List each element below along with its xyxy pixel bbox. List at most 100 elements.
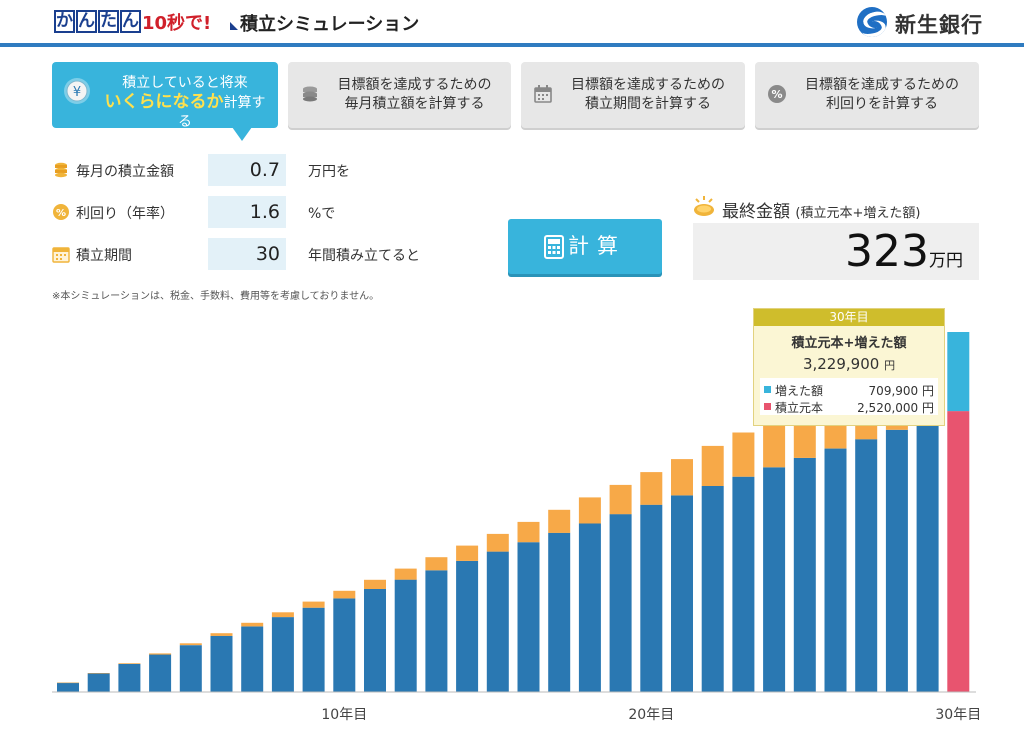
chart-bars: [57, 332, 970, 693]
bar-gain-year-22[interactable]: [701, 445, 724, 486]
bar-principal-year-24[interactable]: [763, 467, 786, 692]
tab-yield-line1: 目標額を達成するための: [805, 77, 959, 93]
page-title: 積立シミュレーション: [240, 14, 420, 35]
tooltip-breakdown: 増えた額 709,900 円 積立元本 2,520,000 円: [760, 378, 938, 415]
bar-principal-year-11[interactable]: [364, 589, 386, 692]
bar-principal-year-9[interactable]: [302, 607, 325, 692]
bar-principal-year-12[interactable]: [394, 579, 417, 692]
tab-period[interactable]: 目標額を達成するための 積立期間を計算する: [521, 62, 745, 128]
percent-icon: %: [768, 85, 786, 103]
bar-gain-year-12[interactable]: [394, 568, 417, 580]
bar-principal-year-14[interactable]: [456, 560, 479, 692]
bar-gain-year-1[interactable]: [57, 682, 79, 684]
svg-text:%: %: [56, 208, 66, 219]
bar-gain-year-4[interactable]: [149, 653, 172, 655]
tooltip-gain-label: 増えた額: [775, 384, 824, 398]
principal-swatch: [764, 403, 771, 410]
tab-future-value-line1: 積立していると将来: [122, 75, 248, 91]
bar-principal-year-16[interactable]: [517, 542, 540, 692]
bar-principal-year-30[interactable]: [947, 411, 970, 692]
bar-gain-year-19[interactable]: [609, 484, 632, 515]
result-unit: 万円: [929, 251, 963, 271]
bar-gain-year-10[interactable]: [333, 590, 356, 599]
monthly-amount-unit: 万円を: [308, 164, 350, 180]
bar-gain-year-16[interactable]: [517, 521, 540, 543]
calculate-button[interactable]: 計算: [508, 219, 662, 274]
bar-gain-year-8[interactable]: [271, 612, 294, 618]
active-tab-pointer: [232, 127, 252, 141]
bar-gain-year-24[interactable]: [763, 418, 786, 468]
calculator-icon: [544, 235, 564, 259]
bank-logo-icon[interactable]: [857, 7, 887, 37]
bar-principal-year-1[interactable]: [57, 682, 79, 692]
tab-yield[interactable]: % 目標額を達成するための 利回りを計算する: [755, 62, 979, 128]
x-tick-label: 10年目: [321, 707, 367, 723]
bar-principal-year-2[interactable]: [87, 673, 110, 692]
x-tick-label: 20年目: [628, 707, 674, 723]
bar-gain-year-15[interactable]: [486, 533, 509, 552]
bar-principal-year-7[interactable]: [241, 626, 264, 693]
bar-gain-year-30[interactable]: [947, 332, 970, 412]
bar-gain-year-6[interactable]: [210, 633, 233, 636]
period-input[interactable]: 30: [208, 238, 286, 270]
tab-future-value-highlight: いくらになるか: [104, 92, 224, 112]
bar-principal-year-27[interactable]: [855, 439, 878, 692]
svg-text:%: %: [771, 88, 782, 101]
bar-gain-year-3[interactable]: [118, 663, 141, 664]
bar-gain-year-9[interactable]: [302, 601, 325, 608]
bar-gain-year-20[interactable]: [640, 472, 663, 505]
rate-unit: %で: [308, 206, 336, 222]
bar-principal-year-5[interactable]: [179, 645, 202, 692]
bar-principal-year-26[interactable]: [824, 448, 847, 692]
tab-future-value[interactable]: ¥ 積立していると将来 いくらになるか計算する: [52, 62, 278, 130]
tab-yield-line2: 利回りを計算する: [826, 96, 938, 112]
result-box: 323万円: [693, 223, 979, 280]
x-tick-label: 30年目: [935, 707, 981, 723]
title-kana-4: ん: [120, 10, 141, 33]
bar-principal-year-19[interactable]: [609, 514, 632, 692]
bar-principal-year-6[interactable]: [210, 635, 233, 692]
bank-name[interactable]: 新生銀行: [895, 13, 983, 37]
tab-period-line1: 目標額を達成するための: [571, 77, 725, 93]
bar-gain-year-14[interactable]: [456, 545, 479, 561]
bar-gain-year-21[interactable]: [671, 459, 693, 496]
rate-input[interactable]: 1.6: [208, 196, 286, 228]
bar-principal-year-22[interactable]: [701, 486, 724, 692]
svg-text:¥: ¥: [73, 85, 81, 100]
bar-principal-year-13[interactable]: [425, 570, 448, 692]
result-label-main: 最終金額: [722, 202, 790, 222]
bar-gain-year-18[interactable]: [578, 497, 601, 524]
bar-gain-year-17[interactable]: [548, 509, 571, 533]
bar-principal-year-8[interactable]: [271, 617, 294, 692]
calendar-icon: [52, 247, 70, 263]
bar-principal-year-15[interactable]: [486, 551, 509, 692]
bar-gain-year-7[interactable]: [241, 622, 264, 627]
bar-gain-year-11[interactable]: [364, 579, 386, 589]
bar-principal-year-21[interactable]: [671, 495, 693, 692]
bar-principal-year-4[interactable]: [149, 654, 172, 693]
bar-gain-year-23[interactable]: [732, 432, 755, 477]
bar-principal-year-29[interactable]: [916, 420, 939, 693]
monthly-amount-input[interactable]: 0.7: [208, 154, 286, 186]
tooltip-gain-value: 709,900 円: [868, 384, 934, 398]
bar-gain-year-5[interactable]: [179, 643, 202, 646]
rate-label: 利回り（年率）: [76, 206, 174, 222]
bar-principal-year-3[interactable]: [118, 663, 141, 692]
tab-monthly-amount[interactable]: 目標額を達成するための 毎月積立額を計算する: [288, 62, 511, 128]
bar-gain-year-13[interactable]: [425, 557, 448, 571]
tab-period-line2: 積立期間を計算する: [585, 96, 711, 112]
tooltip-total: 3,229,900 円: [754, 355, 944, 373]
tooltip-total-value: 3,229,900: [802, 355, 880, 373]
bar-principal-year-25[interactable]: [793, 457, 816, 692]
period-label: 積立期間: [76, 248, 132, 264]
bar-principal-year-10[interactable]: [333, 598, 356, 692]
bar-principal-year-17[interactable]: [548, 532, 571, 692]
bar-principal-year-28[interactable]: [885, 429, 908, 692]
bar-principal-year-20[interactable]: [640, 504, 663, 692]
calendar-icon: [534, 85, 552, 103]
bar-principal-year-23[interactable]: [732, 476, 755, 692]
savings-bar-chart[interactable]: 10年目 20年目 30年目: [0, 300, 1024, 729]
tooltip-principal-row: 積立元本 2,520,000 円: [760, 398, 938, 415]
bar-principal-year-18[interactable]: [578, 523, 601, 693]
bar-gain-year-2[interactable]: [87, 673, 110, 674]
